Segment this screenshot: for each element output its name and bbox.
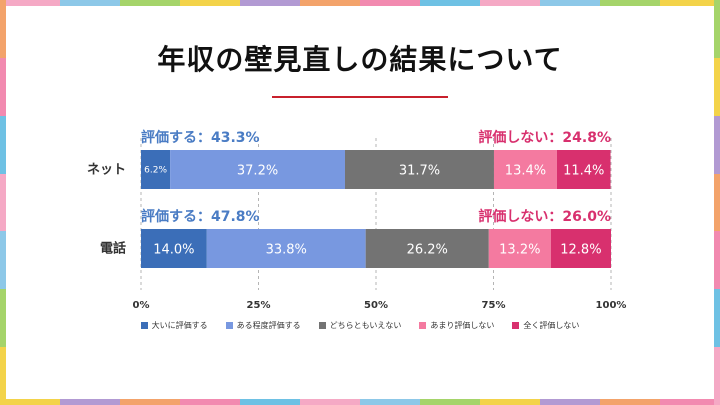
positive-summary-label: 評価する：47.8%: [141, 208, 260, 225]
frame-segment: [714, 231, 720, 290]
legend-swatch: [512, 322, 520, 329]
frame-segment: [0, 173, 6, 232]
frame-segment: [714, 289, 720, 348]
frame-segment: [300, 399, 360, 405]
legend-swatch: [140, 322, 148, 329]
frame-segment: [714, 0, 720, 58]
frame-segment: [420, 0, 480, 6]
frame-segment: [540, 399, 600, 405]
frame-segment: [0, 57, 6, 116]
category-label: ネット: [87, 163, 126, 178]
frame-segment: [120, 0, 180, 6]
frame-segment: [600, 399, 660, 405]
positive-summary-label: 評価する：43.3%: [141, 129, 260, 146]
bar-segment: [206, 229, 366, 268]
legend-label: 大いに評価する: [151, 321, 208, 330]
frame-segment: [480, 0, 540, 6]
legend-swatch: [225, 322, 233, 329]
x-tick-label: 25%: [247, 300, 271, 311]
bar-segment: [344, 150, 494, 189]
frame-segment: [714, 173, 720, 232]
data-label: 11.4%: [563, 164, 604, 179]
legend-item: あまり評価しない: [419, 320, 494, 331]
x-tick-label: 50%: [364, 300, 388, 311]
legend-item: 大いに評価する: [140, 320, 208, 331]
bar-segment: [170, 150, 345, 189]
data-label: 37.2%: [237, 164, 278, 179]
frame-segment: [0, 231, 6, 290]
frame-segment: [240, 399, 300, 405]
frame-segment: [660, 399, 720, 405]
frame-segment: [0, 0, 6, 58]
data-label: 6.2%: [144, 166, 167, 176]
frame-segment: [60, 0, 120, 6]
legend-swatch: [318, 322, 326, 329]
data-label: 13.4%: [505, 164, 546, 179]
frame-segment: [240, 0, 300, 6]
frame-segment: [0, 289, 6, 348]
legend-item: ある程度評価する: [225, 320, 301, 331]
legend-label: 全く評価しない: [523, 321, 580, 330]
data-label: 14.0%: [153, 243, 194, 258]
title-underline: [272, 96, 448, 98]
legend-label: ある程度評価する: [236, 321, 301, 330]
bar-segment: [141, 229, 207, 268]
bar-segment: [488, 229, 551, 268]
bar-segment: [556, 150, 611, 189]
legend-item: どちらともいえない: [318, 320, 402, 331]
x-tick-label: 100%: [596, 300, 627, 311]
frame-segment: [60, 399, 120, 405]
frame-right-border: [714, 0, 720, 405]
data-label: 13.2%: [499, 243, 540, 258]
frame-segment: [714, 347, 720, 405]
negative-summary-label: 評価しない：24.8%: [478, 129, 611, 146]
legend-item: 全く評価しない: [512, 320, 579, 331]
page-title: 年収の壁見直しの結果について: [157, 43, 563, 76]
bar-segment: [493, 150, 557, 189]
bar-segment: [141, 150, 171, 189]
frame-segment: [0, 0, 60, 6]
data-label: 33.8%: [266, 243, 307, 258]
frame-segment: [120, 399, 180, 405]
frame-segment: [300, 0, 360, 6]
frame-segment: [600, 0, 660, 6]
frame-segment: [0, 347, 6, 405]
frame-bottom-border: [0, 399, 720, 405]
category-label: 電話: [100, 241, 126, 257]
data-label: 26.2%: [407, 243, 448, 258]
frame-segment: [0, 115, 6, 174]
frame-segment: [180, 0, 240, 6]
chart-legend: 大いに評価する ある程度評価する どちらともいえない あまり評価しない 全く評価しない: [0, 320, 720, 331]
frame-segment: [420, 399, 480, 405]
data-label: 31.7%: [399, 164, 440, 179]
data-label: 12.8%: [560, 243, 601, 258]
legend-swatch: [419, 322, 427, 329]
bar-segment: [550, 229, 611, 268]
frame-segment: [714, 115, 720, 174]
x-tick-label: 75%: [482, 300, 506, 311]
frame-top-border: [0, 0, 720, 6]
legend-label: どちらともいえない: [329, 321, 402, 330]
frame-segment: [540, 0, 600, 6]
frame-segment: [714, 57, 720, 116]
frame-segment: [180, 399, 240, 405]
frame-segment: [0, 399, 60, 405]
frame-segment: [360, 399, 420, 405]
negative-summary-label: 評価しない：26.0%: [478, 208, 611, 225]
bar-segment: [365, 229, 489, 268]
x-tick-label: 0%: [133, 300, 150, 311]
frame-left-border: [0, 0, 6, 405]
frame-segment: [660, 0, 720, 6]
legend-label: あまり評価しない: [430, 321, 495, 330]
frame-segment: [360, 0, 420, 6]
frame-segment: [480, 399, 540, 405]
